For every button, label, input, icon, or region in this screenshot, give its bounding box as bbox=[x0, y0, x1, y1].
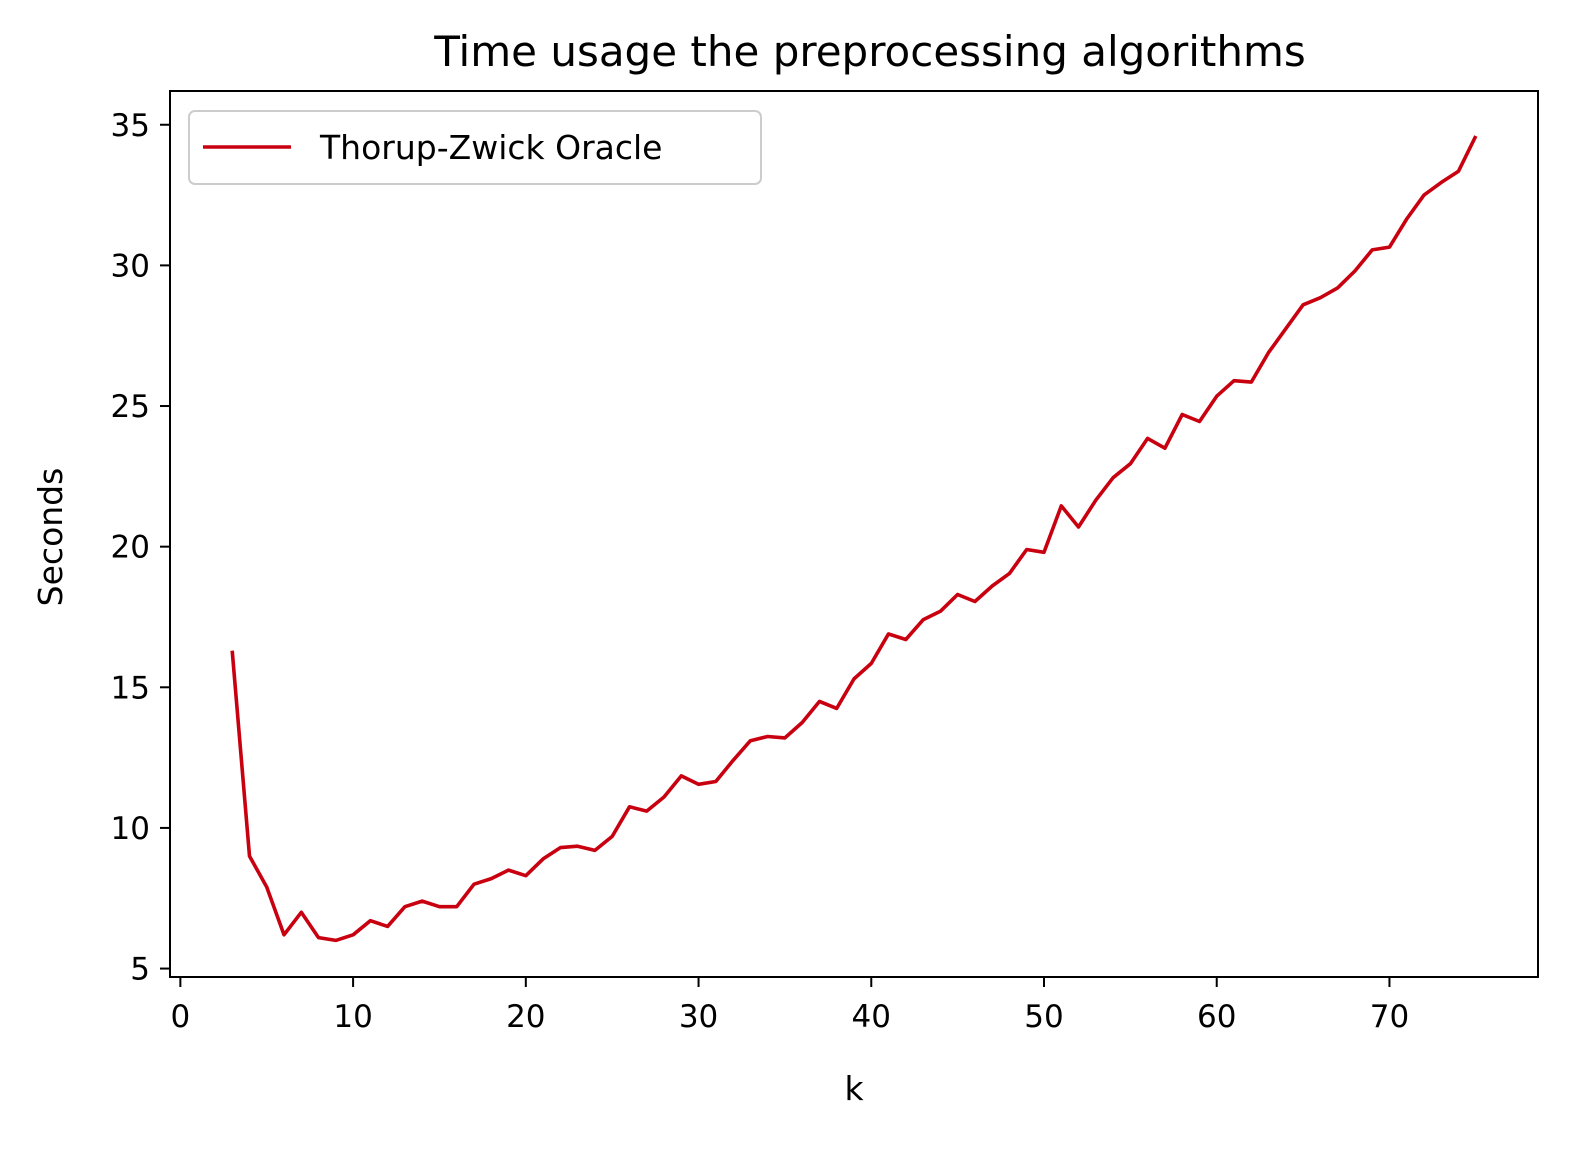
x-axis-label: k bbox=[844, 1069, 864, 1108]
y-tick-label: 25 bbox=[111, 389, 150, 425]
legend: Thorup-Zwick Oracle bbox=[188, 110, 762, 185]
series-line-thorup-zwick-oracle bbox=[230, 135, 1478, 943]
y-tick-label: 5 bbox=[130, 952, 150, 988]
y-tick-label: 30 bbox=[111, 248, 150, 284]
y-tick-label: 15 bbox=[111, 670, 150, 706]
legend-box bbox=[188, 110, 762, 185]
y-tick-label: 20 bbox=[111, 530, 150, 566]
x-axis: 0 10 20 30 40 50 60 70 bbox=[170, 977, 1409, 1035]
legend-label: Thorup-Zwick Oracle bbox=[319, 128, 663, 167]
plot-frame bbox=[169, 90, 1539, 978]
y-tick-label: 10 bbox=[111, 811, 150, 847]
x-tick-label: 0 bbox=[170, 999, 190, 1035]
y-axis: 5 10 15 20 25 30 35 bbox=[111, 108, 170, 988]
x-tick-label: 50 bbox=[1024, 999, 1063, 1035]
plot-area bbox=[169, 90, 1539, 978]
x-tick-label: 10 bbox=[333, 999, 372, 1035]
x-tick-label: 60 bbox=[1197, 999, 1236, 1035]
x-tick-label: 40 bbox=[852, 999, 891, 1035]
x-tick-label: 70 bbox=[1370, 999, 1409, 1035]
chart-title: Time usage the preprocessing algorithms bbox=[433, 27, 1306, 76]
x-tick-label: 20 bbox=[506, 999, 545, 1035]
x-tick-label: 30 bbox=[679, 999, 718, 1035]
y-tick-label: 35 bbox=[111, 108, 150, 144]
y-axis-label: Seconds bbox=[31, 468, 70, 607]
